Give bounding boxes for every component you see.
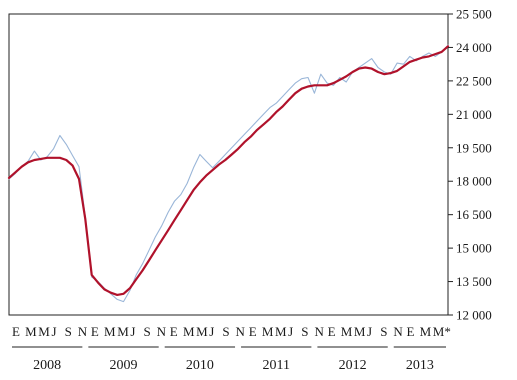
- x-month-label: E: [328, 324, 336, 339]
- x-month-label: M: [25, 324, 37, 339]
- x-month-label: E: [249, 324, 257, 339]
- series-line-trend: [7, 45, 450, 296]
- x-month-label: M*: [433, 324, 451, 339]
- x-month-label: N: [236, 324, 246, 339]
- x-month-label: M: [104, 324, 116, 339]
- x-month-label: M: [117, 324, 129, 339]
- x-month-label: E: [91, 324, 99, 339]
- x-month-label: J: [288, 324, 293, 339]
- year-label: 2011: [262, 358, 289, 373]
- x-month-label: J: [209, 324, 214, 339]
- x-month-label: M: [196, 324, 208, 339]
- y-tick-label: 15 000: [456, 241, 492, 256]
- series-layer: [7, 44, 450, 303]
- x-month-label: J: [51, 324, 56, 339]
- x-month-label: N: [78, 324, 88, 339]
- x-month-label: E: [12, 324, 20, 339]
- year-label: 2009: [110, 358, 138, 373]
- x-month-label: N: [393, 324, 403, 339]
- year-label: 2010: [186, 358, 214, 373]
- y-tick-label: 24 000: [456, 40, 492, 55]
- x-month-label: E: [407, 324, 415, 339]
- x-month-label: J: [367, 324, 372, 339]
- year-label: 2012: [339, 358, 367, 373]
- x-month-label: N: [157, 324, 167, 339]
- y-tick-label: 12 000: [456, 308, 492, 323]
- y-tick-label: 16 500: [456, 207, 492, 222]
- x-month-label: E: [170, 324, 178, 339]
- series-line-raw: [8, 44, 449, 303]
- y-tick-label: 13 500: [456, 274, 492, 289]
- y-tick-label: 21 000: [456, 107, 492, 122]
- x-month-label: S: [301, 324, 308, 339]
- x-month-label: M: [354, 324, 366, 339]
- y-tick-label: 22 500: [456, 73, 492, 88]
- x-axis: E M M J S N E M M J S N E M M J S N E M M J S N E M M J S N E M M*2008 20…: [12, 324, 451, 373]
- year-label: 2008: [33, 358, 61, 373]
- x-month-label: S: [380, 324, 387, 339]
- year-label: 2013: [406, 358, 434, 373]
- y-tick-label: 25 500: [456, 7, 492, 22]
- x-month-label: S: [65, 324, 72, 339]
- y-axis: 12 000 13 500 15 000 16 500 18 000 19 500 21 0…: [448, 7, 492, 323]
- x-month-label: M: [420, 324, 432, 339]
- x-month-label: M: [183, 324, 195, 339]
- x-month-label: M: [38, 324, 50, 339]
- x-month-label: M: [275, 324, 287, 339]
- x-month-label: M: [341, 324, 353, 339]
- y-tick-label: 18 000: [456, 174, 492, 189]
- x-month-label: M: [262, 324, 274, 339]
- plot-frame: [8, 13, 449, 316]
- x-month-label: S: [144, 324, 151, 339]
- x-month-label: S: [222, 324, 229, 339]
- x-month-label: J: [130, 324, 135, 339]
- y-tick-label: 19 500: [456, 140, 492, 155]
- x-month-label: N: [314, 324, 324, 339]
